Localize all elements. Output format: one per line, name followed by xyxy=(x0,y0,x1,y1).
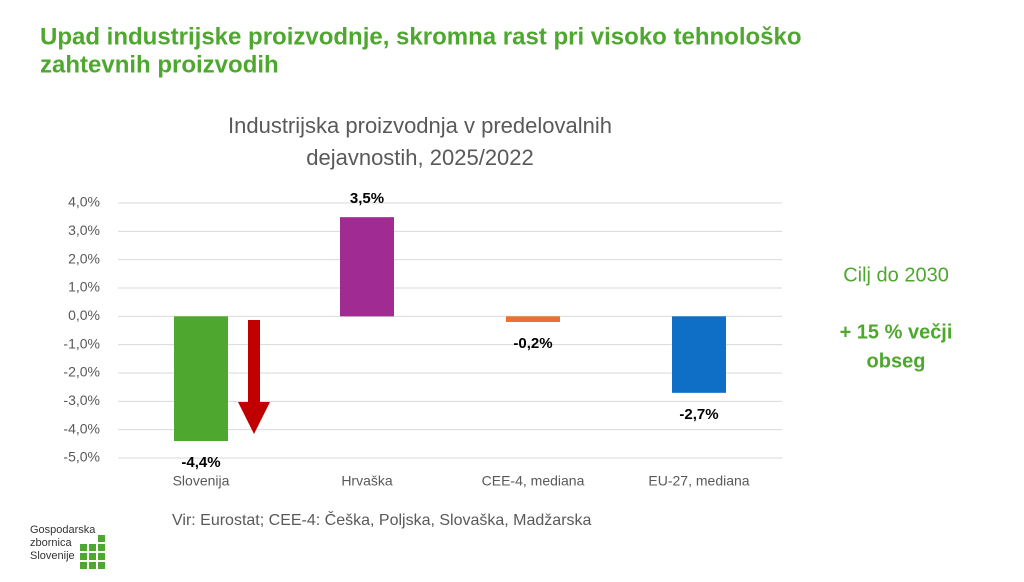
value-label: 3,5% xyxy=(350,190,384,207)
goal-heading: Cilj do 2030 xyxy=(843,264,949,286)
x-tick-label: Hrvaška xyxy=(341,473,393,489)
y-tick-label: 1,0% xyxy=(68,279,100,295)
chart-title: dejavnostih, 2025/2022 xyxy=(306,145,534,170)
logo-text: Gospodarska xyxy=(30,524,96,536)
slide-title: zahtevnih proizvodih xyxy=(40,51,279,78)
value-label: -2,7% xyxy=(679,406,718,423)
value-label: -0,2% xyxy=(513,335,552,352)
x-tick-label: Slovenija xyxy=(173,473,230,489)
goal-text: + 15 % večji xyxy=(840,321,953,343)
logo-text: zbornica xyxy=(30,537,72,549)
y-tick-label: 4,0% xyxy=(68,194,100,210)
bar xyxy=(174,316,228,441)
source: Vir: Eurostat; CEE-4: Češka, Poljska, Sl… xyxy=(172,510,592,529)
x-tick-label: EU-27, mediana xyxy=(648,473,749,489)
x-tick-label: CEE-4, mediana xyxy=(482,473,585,489)
y-tick-label: 3,0% xyxy=(68,222,100,238)
logo-text: Slovenije xyxy=(30,550,75,562)
y-tick-label: 2,0% xyxy=(68,250,100,266)
logo-mark xyxy=(80,535,105,569)
bar xyxy=(340,217,394,317)
arrow xyxy=(238,320,270,434)
chart-title: Industrijska proizvodnja v predelovalnih xyxy=(228,113,612,138)
bar xyxy=(672,316,726,393)
value-label: -4,4% xyxy=(181,454,220,471)
y-tick-label: -1,0% xyxy=(63,335,100,351)
y-tick-label: -2,0% xyxy=(63,364,100,380)
y-tick-label: 0,0% xyxy=(68,307,100,323)
y-tick-label: -4,0% xyxy=(63,420,100,436)
y-tick-label: -5,0% xyxy=(63,449,100,465)
y-tick-label: -3,0% xyxy=(63,392,100,408)
plot: -5,0% -4,0% -3,0% -2,0% -1,0% 0,0% 1,0% 2,0% 3,0… xyxy=(63,190,782,489)
slide-title: Upad industrijske proizvodnje, skromna r… xyxy=(40,23,802,50)
bar xyxy=(506,316,560,322)
goal-text: obseg xyxy=(867,350,926,372)
